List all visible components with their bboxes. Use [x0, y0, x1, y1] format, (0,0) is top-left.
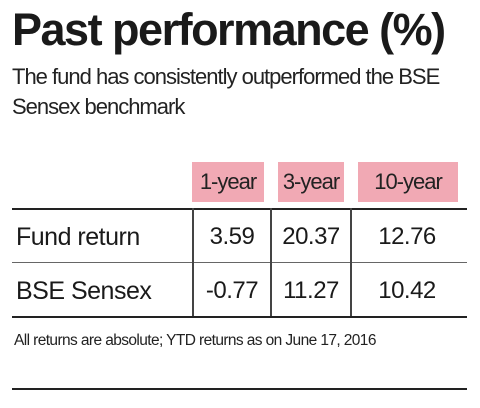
- table-cell: 12.76: [378, 223, 436, 250]
- column-divider: [270, 208, 272, 316]
- footnote: All returns are absolute; YTD returns as…: [14, 332, 376, 349]
- column-divider: [350, 208, 352, 316]
- table-bottom-rule: [12, 316, 467, 318]
- chart-subtitle: The fund has consistently outperformed t…: [12, 64, 440, 119]
- row-divider: [12, 262, 467, 263]
- column-header-3-year: 3-year: [278, 162, 344, 202]
- row-label-bse-sensex: BSE Sensex: [16, 277, 152, 305]
- table-top-rule: [12, 208, 467, 210]
- table-cell: 20.37: [282, 223, 340, 250]
- column-header-10-year: 10-year: [358, 162, 458, 202]
- table-cell: 11.27: [283, 277, 339, 304]
- column-header-1-year: 1-year: [192, 162, 264, 202]
- row-label-fund-return: Fund return: [16, 223, 140, 251]
- column-divider: [192, 208, 194, 316]
- chart-title: Past performance (%): [12, 4, 446, 55]
- table-cell: 3.59: [209, 223, 255, 250]
- footer-rule: [12, 388, 467, 390]
- table-cell: -0.77: [205, 277, 259, 304]
- table-cell: 10.42: [378, 277, 436, 304]
